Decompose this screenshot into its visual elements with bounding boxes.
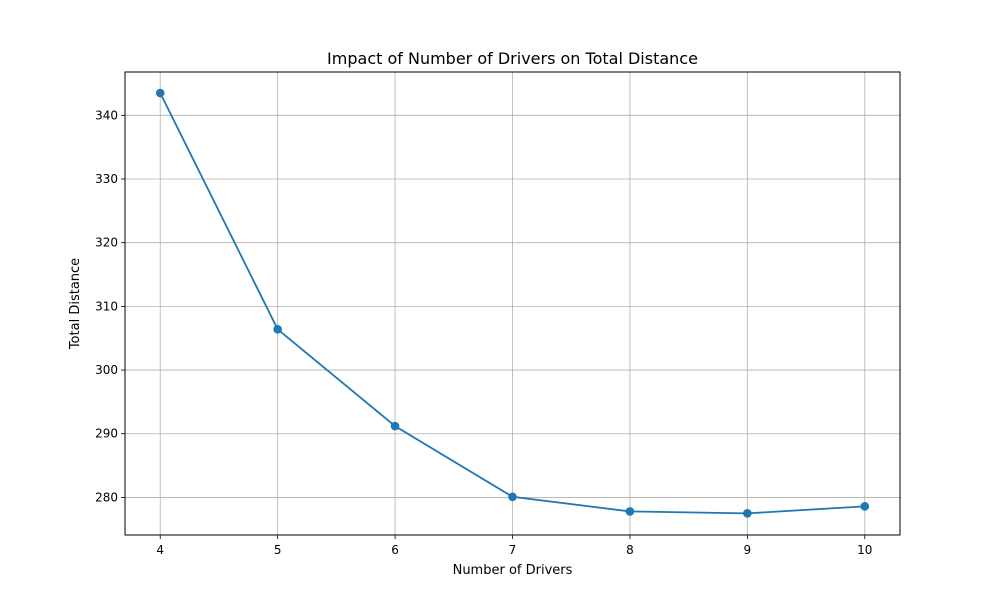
x-tick-label: 5 [274, 543, 282, 557]
y-tick-label: 340 [95, 108, 118, 122]
data-point [391, 422, 400, 431]
x-tick-label: 9 [744, 543, 752, 557]
y-axis-label: Total Distance [68, 258, 83, 350]
data-point [626, 507, 635, 516]
data-point [156, 89, 165, 98]
data-point [860, 502, 869, 511]
y-tick-label: 330 [95, 172, 118, 186]
grid [125, 72, 900, 535]
x-tick-label: 6 [391, 543, 399, 557]
chart-title: Impact of Number of Drivers on Total Dis… [327, 49, 698, 68]
x-tick-label: 8 [626, 543, 634, 557]
x-tick-label: 4 [156, 543, 164, 557]
data-point [508, 492, 517, 501]
x-tick-label: 10 [857, 543, 872, 557]
y-tick-label: 320 [95, 236, 118, 250]
y-tick-label: 290 [95, 427, 118, 441]
data-point [273, 325, 282, 334]
y-tick-label: 310 [95, 299, 118, 313]
x-tick-label: 7 [509, 543, 517, 557]
y-tick-label: 280 [95, 490, 118, 504]
axis-ticks: 4 5 6 7 8 9 10 280 290 300 310 320 330 340 [95, 108, 872, 557]
y-tick-label: 300 [95, 363, 118, 377]
data-point [743, 509, 752, 518]
x-axis-label: Number of Drivers [453, 563, 573, 578]
